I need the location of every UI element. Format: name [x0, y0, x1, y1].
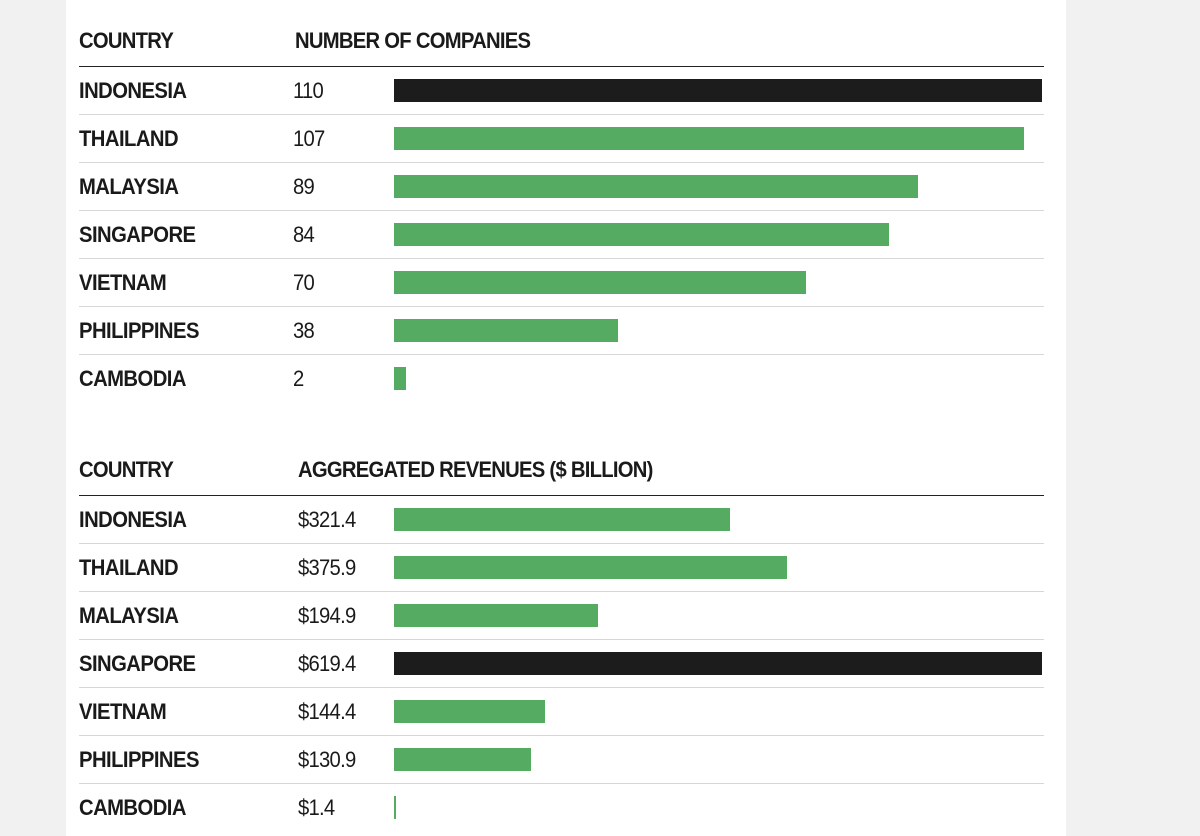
revenues-country-header: COUNTRY	[79, 457, 174, 482]
revenues-header: COUNTRY AGGREGATED REVENUES ($ BILLION)	[79, 447, 1044, 496]
revenues-value-label: $130.9	[298, 747, 356, 772]
revenues-country-label: CAMBODIA	[79, 795, 186, 820]
companies-chart: COUNTRY NUMBER OF COMPANIES INDONESIA 110…	[79, 18, 1044, 402]
revenues-row: THAILAND $375.9	[79, 544, 1044, 592]
revenues-country-label: SINGAPORE	[79, 651, 196, 676]
companies-bar	[394, 319, 618, 342]
companies-value-label: 70	[293, 270, 315, 295]
companies-country-label: THAILAND	[79, 126, 179, 151]
companies-row: PHILIPPINES 38	[79, 307, 1044, 355]
revenues-country-label: INDONESIA	[79, 507, 187, 532]
companies-country-label: SINGAPORE	[79, 222, 196, 247]
companies-value-label: 107	[293, 126, 325, 151]
companies-country-label: VIETNAM	[79, 270, 167, 295]
revenues-country-label: VIETNAM	[79, 699, 167, 724]
revenues-chart: COUNTRY AGGREGATED REVENUES ($ BILLION) …	[79, 447, 1044, 831]
revenues-bar	[394, 556, 787, 579]
revenues-row: MALAYSIA $194.9	[79, 592, 1044, 640]
revenues-row: INDONESIA $321.4	[79, 496, 1044, 544]
revenues-row: SINGAPORE $619.4	[79, 640, 1044, 688]
revenues-value-label: $194.9	[298, 603, 356, 628]
revenues-value-label: $619.4	[298, 651, 356, 676]
companies-row: INDONESIA 110	[79, 67, 1044, 115]
companies-value-label: 84	[293, 222, 315, 247]
companies-bar	[394, 271, 806, 294]
companies-bar	[394, 367, 406, 390]
revenues-value-label: $375.9	[298, 555, 356, 580]
companies-value-label: 89	[293, 174, 315, 199]
companies-bar	[394, 79, 1042, 102]
revenues-value-label: $1.4	[298, 795, 335, 820]
companies-bar	[394, 223, 889, 246]
revenues-bar	[394, 652, 1042, 675]
companies-row: CAMBODIA 2	[79, 355, 1044, 402]
revenues-country-label: THAILAND	[79, 555, 179, 580]
companies-country-label: MALAYSIA	[79, 174, 179, 199]
companies-row: VIETNAM 70	[79, 259, 1044, 307]
companies-bar	[394, 175, 918, 198]
revenues-bar	[394, 508, 730, 531]
revenues-bar	[394, 748, 531, 771]
revenues-country-label: PHILIPPINES	[79, 747, 199, 772]
revenues-bar	[394, 700, 545, 723]
revenues-rows: INDONESIA $321.4 THAILAND $375.9 MALAYSIA $19…	[79, 496, 1044, 831]
revenues-value-label: $321.4	[298, 507, 356, 532]
companies-header: COUNTRY NUMBER OF COMPANIES	[79, 18, 1044, 67]
revenues-value-label: $144.4	[298, 699, 356, 724]
companies-row: THAILAND 107	[79, 115, 1044, 163]
revenues-country-label: MALAYSIA	[79, 603, 179, 628]
revenues-row: PHILIPPINES $130.9	[79, 736, 1044, 784]
companies-bar	[394, 127, 1024, 150]
companies-value-label: 38	[293, 318, 315, 343]
companies-rows: INDONESIA 110 THAILAND 107 MALAYSIA 89 SINGAPO…	[79, 67, 1044, 402]
revenues-bar	[394, 796, 396, 819]
companies-country-label: INDONESIA	[79, 78, 187, 103]
companies-country-header: COUNTRY	[79, 28, 174, 53]
revenues-bar	[394, 604, 598, 627]
companies-country-label: CAMBODIA	[79, 366, 186, 391]
companies-country-label: PHILIPPINES	[79, 318, 199, 343]
companies-value-header: NUMBER OF COMPANIES	[295, 28, 531, 53]
companies-row: MALAYSIA 89	[79, 163, 1044, 211]
revenues-row: VIETNAM $144.4	[79, 688, 1044, 736]
companies-value-label: 2	[293, 366, 304, 391]
revenues-value-header: AGGREGATED REVENUES ($ BILLION)	[298, 457, 653, 482]
companies-row: SINGAPORE 84	[79, 211, 1044, 259]
companies-value-label: 110	[293, 78, 324, 103]
revenues-row: CAMBODIA $1.4	[79, 784, 1044, 831]
